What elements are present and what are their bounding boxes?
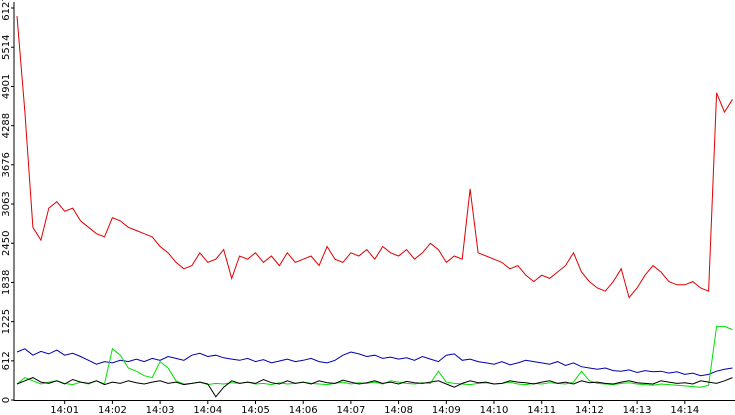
y-tick-label: 1225 — [1, 309, 12, 334]
x-tick-label: 14:10 — [480, 405, 509, 415]
series-line — [16, 377, 733, 398]
x-tick-label: 14:13 — [623, 405, 652, 415]
y-tick-label: 0 — [1, 397, 12, 403]
y-tick-label: 612 — [1, 351, 12, 370]
x-tick-label: 14:07 — [336, 405, 365, 415]
x-tick-label: 14:08 — [384, 405, 413, 415]
y-tick-label: 1838 — [1, 270, 12, 295]
y-tick-label: 4901 — [1, 74, 12, 99]
y-tick-label: 6127 — [1, 0, 12, 21]
x-tick-label: 14:11 — [527, 405, 556, 415]
x-tick-label: 14:05 — [241, 405, 270, 415]
x-tick-label: 14:02 — [98, 405, 127, 415]
x-tick-label: 14:14 — [670, 405, 699, 415]
y-tick-label: 5514 — [1, 34, 12, 59]
y-tick-label: 3063 — [1, 191, 12, 216]
x-tick-label: 14:09 — [432, 405, 461, 415]
x-tick-label: 14:03 — [146, 405, 175, 415]
x-tick-label: 14:06 — [289, 405, 318, 415]
series-line — [16, 348, 733, 377]
y-tick-label: 2450 — [1, 231, 12, 256]
x-tick-label: 14:01 — [50, 405, 79, 415]
x-tick-label: 14:12 — [575, 405, 604, 415]
y-tick-label: 4288 — [1, 113, 12, 138]
series-line — [16, 325, 733, 388]
series-line — [16, 16, 733, 299]
x-tick-label: 14:04 — [193, 405, 222, 415]
y-tick-label: 3676 — [1, 152, 12, 177]
